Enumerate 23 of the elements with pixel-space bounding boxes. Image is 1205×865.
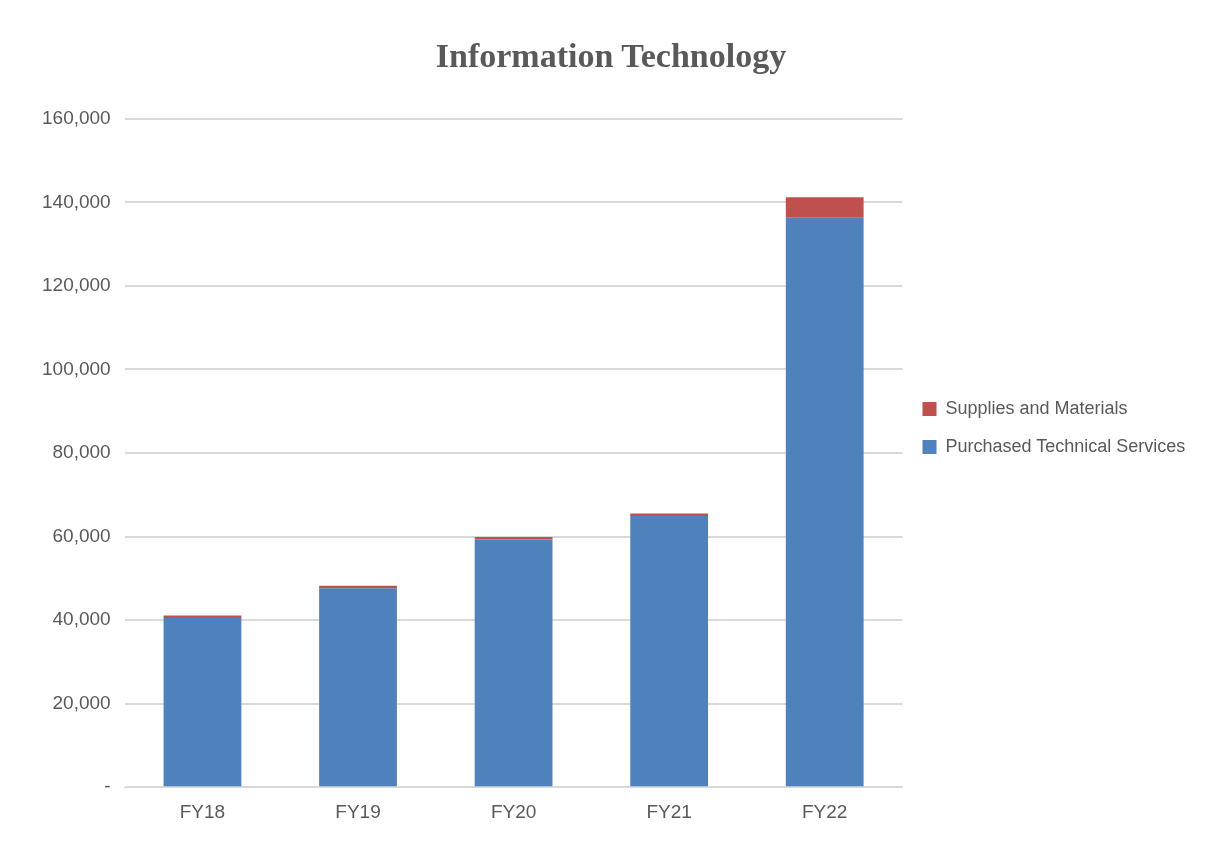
y-tick-label: 100,000 <box>41 357 111 379</box>
x-tick-label: FY21 <box>646 800 692 822</box>
bar <box>474 539 553 787</box>
y-tick-label: - <box>104 775 111 797</box>
bar <box>785 197 864 218</box>
bar <box>163 618 242 787</box>
y-tick-label: 120,000 <box>41 274 111 296</box>
x-tick-label: FY20 <box>490 800 537 822</box>
y-tick-label: 60,000 <box>52 524 111 546</box>
x-tick-label: FY19 <box>335 800 381 822</box>
legend-label: Purchased Technical Services <box>945 435 1186 456</box>
chart-title: Information Technology <box>435 37 787 75</box>
y-tick-label: 80,000 <box>52 441 111 463</box>
bar <box>630 516 709 787</box>
x-tick-label: FY18 <box>179 800 226 822</box>
y-tick-label: 20,000 <box>52 691 111 713</box>
y-tick-label: 140,000 <box>41 190 111 212</box>
legend-label: Supplies and Materials <box>945 397 1128 418</box>
bar <box>319 588 397 787</box>
y-tick-label: 160,000 <box>41 107 111 129</box>
y-tick-label: 40,000 <box>52 608 111 630</box>
bar <box>785 217 864 787</box>
x-tick-label: FY22 <box>802 800 848 822</box>
